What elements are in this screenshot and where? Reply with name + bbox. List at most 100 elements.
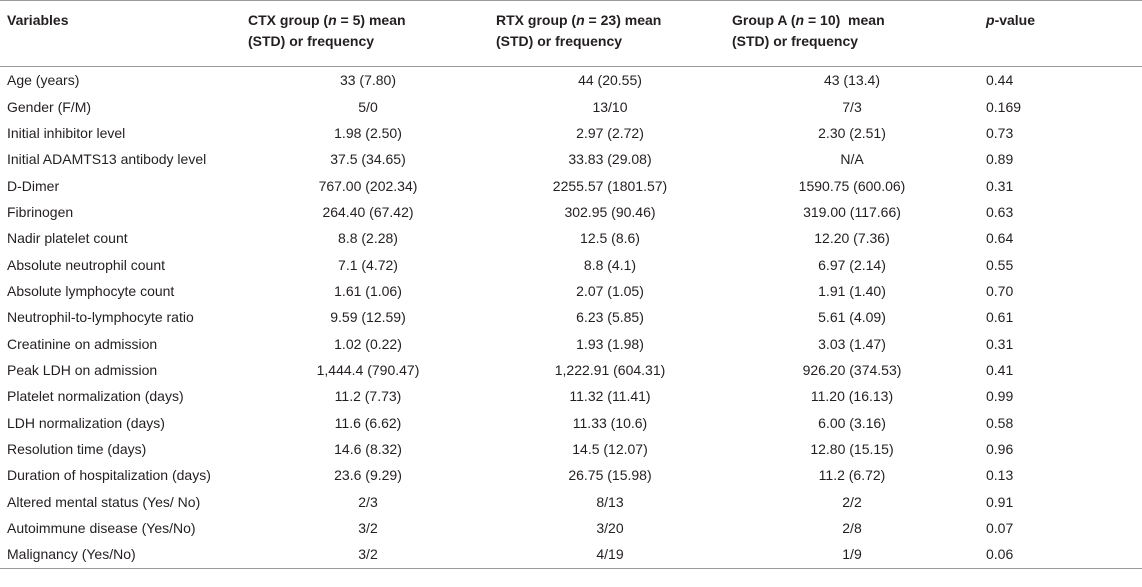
cell-p-value: 0.55	[986, 256, 1014, 273]
cell-variable: Malignancy (Yes/No)	[7, 546, 136, 563]
cell-group-a-value: 3.03 (1.47)	[818, 335, 886, 352]
cell-variable: Peak LDH on admission	[7, 361, 158, 378]
cell-p-value: 0.06	[986, 546, 1014, 563]
cell-group-a-value: 2.30 (2.51)	[818, 124, 886, 141]
cell-variable: Absolute neutrophil count	[7, 256, 165, 273]
cell-p-value: 0.73	[986, 124, 1014, 141]
table-row: Neutrophil-to-lymphocyte ratio 9.59 (12.5…	[0, 304, 1142, 330]
cell-rtx-value: 2.97 (2.72)	[576, 124, 644, 141]
table-row: Creatinine on admission 1.02 (0.22) 1.93 (…	[0, 330, 1142, 356]
cell-p-value: 0.91	[986, 493, 1014, 510]
cell-rtx-value: 8.8 (4.1)	[583, 256, 637, 273]
cell-variable: D-Dimer	[7, 177, 60, 194]
table-body: Age (years) 33 (7.80) 44 (20.55) 43 (13.4) 0…	[0, 67, 1142, 569]
cell-ctx-value: 8.8 (2.28)	[338, 230, 398, 247]
cell-p-value: 0.31	[986, 335, 1014, 352]
cell-variable: Gender (F/M)	[7, 98, 92, 115]
cell-p-value: 0.64	[986, 230, 1014, 247]
cell-p-value: 0.41	[986, 361, 1014, 378]
cell-ctx-value: 23.6 (9.29)	[334, 467, 402, 484]
cell-ctx-value: 1.02 (0.22)	[334, 335, 402, 352]
cell-group-a-value: 1.91 (1.40)	[818, 282, 886, 299]
table-row: Peak LDH on admission 1,444.4 (790.47) 1,2…	[0, 357, 1142, 383]
cell-ctx-value: 11.2 (7.73)	[334, 388, 402, 405]
table-row: Age (years) 33 (7.80) 44 (20.55) 43 (13.4) 0…	[0, 67, 1142, 94]
cell-p-value: 0.70	[986, 282, 1014, 299]
cell-rtx-value: 13/10	[592, 98, 628, 115]
header-rtx-group: RTX group (n = 23) mean (STD) or frequenc…	[496, 12, 662, 49]
cell-group-a-value: 319.00 (117.66)	[803, 203, 901, 220]
cell-rtx-value: 14.5 (12.07)	[572, 440, 648, 457]
cell-group-a-value: 5.61 (4.09)	[818, 309, 886, 326]
comparison-table: Variables CTX group (n = 5) mean (STD) or…	[0, 0, 1142, 569]
cell-rtx-value: 2255.57 (1801.57)	[552, 177, 668, 194]
table-row: Initial ADAMTS13 antibody level 37.5 (34.…	[0, 146, 1142, 172]
table-header: Variables CTX group (n = 5) mean (STD) or…	[0, 0, 1142, 67]
cell-variable: Autoimmune disease (Yes/No)	[7, 520, 196, 537]
cell-rtx-value: 26.75 (15.98)	[568, 467, 652, 484]
cell-ctx-value: 33 (7.80)	[339, 72, 397, 89]
header-row: Variables CTX group (n = 5) mean (STD) or…	[0, 0, 1142, 67]
cell-p-value: 0.58	[986, 414, 1014, 431]
cell-rtx-value: 44 (20.55)	[578, 72, 642, 89]
table-row: Platelet normalization (days) 11.2 (7.73)…	[0, 383, 1142, 409]
cell-variable: Nadir platelet count	[7, 230, 128, 247]
cell-p-value: 0.44	[986, 72, 1014, 89]
cell-group-a-value: 2/8	[842, 520, 862, 537]
cell-variable: Resolution time (days)	[7, 440, 147, 457]
table-row: Autoimmune disease (Yes/No) 3/2 3/20 2/8 0.0…	[0, 515, 1142, 541]
cell-ctx-value: 3/2	[358, 546, 378, 563]
cell-ctx-value: 2/3	[358, 493, 378, 510]
cell-variable: Platelet normalization (days)	[7, 388, 184, 405]
cell-rtx-value: 2.07 (1.05)	[576, 282, 644, 299]
cell-rtx-value: 11.32 (11.41)	[569, 388, 651, 405]
cell-variable: Fibrinogen	[7, 203, 74, 220]
cell-ctx-value: 5/0	[358, 98, 378, 115]
cell-group-a-value: 12.80 (15.15)	[810, 440, 894, 457]
cell-group-a-value: 11.2 (6.72)	[818, 467, 886, 484]
table-row: Resolution time (days) 14.6 (8.32) 14.5 (1…	[0, 436, 1142, 462]
cell-rtx-value: 302.95 (90.46)	[564, 203, 656, 220]
cell-group-a-value: 11.20 (16.13)	[810, 388, 894, 405]
cell-group-a-value: 926.20 (374.53)	[802, 361, 902, 378]
cell-p-value: 0.99	[986, 388, 1014, 405]
header-variables: Variables	[7, 12, 69, 28]
table-row: D-Dimer 767.00 (202.34) 2255.57 (1801.57) 1…	[0, 172, 1142, 198]
cell-rtx-value: 11.33 (10.6)	[572, 414, 648, 431]
cell-group-a-value: 7/3	[842, 98, 862, 115]
cell-ctx-value: 7.1 (4.72)	[338, 256, 398, 273]
cell-variable: Duration of hospitalization (days)	[7, 467, 211, 484]
cell-variable: Absolute lymphocyte count	[7, 282, 175, 299]
cell-p-value: 0.07	[986, 520, 1014, 537]
cell-ctx-value: 37.5 (34.65)	[330, 151, 406, 168]
table-row: Absolute neutrophil count 7.1 (4.72) 8.8 (…	[0, 251, 1142, 277]
cell-group-a-value: 6.00 (3.16)	[818, 414, 886, 431]
table-row: Nadir platelet count 8.8 (2.28) 12.5 (8.6)…	[0, 225, 1142, 251]
cell-group-a-value: 2/2	[842, 493, 862, 510]
cell-variable: Altered mental status (Yes/ No)	[7, 493, 201, 510]
cell-rtx-value: 3/20	[596, 520, 624, 537]
cell-variable: Creatinine on admission	[7, 335, 158, 352]
cell-rtx-value: 6.23 (5.85)	[576, 309, 644, 326]
table-row: Duration of hospitalization (days) 23.6 (…	[0, 462, 1142, 488]
cell-variable: Initial inhibitor level	[7, 124, 126, 141]
cell-rtx-value: 1,222.91 (604.31)	[554, 361, 666, 378]
cell-variable: Age (years)	[7, 72, 80, 89]
header-group-a: Group A (n = 10) mean (STD) or frequency	[732, 12, 885, 49]
table-row: Gender (F/M) 5/0 13/10 7/3 0.169	[0, 93, 1142, 119]
table-row: Absolute lymphocyte count 1.61 (1.06) 2.07…	[0, 278, 1142, 304]
cell-p-value: 0.13	[986, 467, 1014, 484]
cell-ctx-value: 14.6 (8.32)	[334, 440, 402, 457]
table-row: Initial inhibitor level 1.98 (2.50) 2.97 (…	[0, 120, 1142, 146]
table-row: Fibrinogen 264.40 (67.42) 302.95 (90.46) 31…	[0, 199, 1142, 225]
cell-ctx-value: 264.40 (67.42)	[322, 203, 414, 220]
cell-ctx-value: 1,444.4 (790.47)	[316, 361, 420, 378]
cell-p-value: 0.96	[986, 440, 1014, 457]
cell-group-a-value: 6.97 (2.14)	[818, 256, 886, 273]
cell-rtx-value: 33.83 (29.08)	[568, 151, 652, 168]
cell-variable: Initial ADAMTS13 antibody level	[7, 151, 207, 168]
table-row: LDH normalization (days) 11.6 (6.62) 11.33…	[0, 409, 1142, 435]
cell-p-value: 0.63	[986, 203, 1014, 220]
cell-group-a-value: 43 (13.4)	[823, 72, 881, 89]
